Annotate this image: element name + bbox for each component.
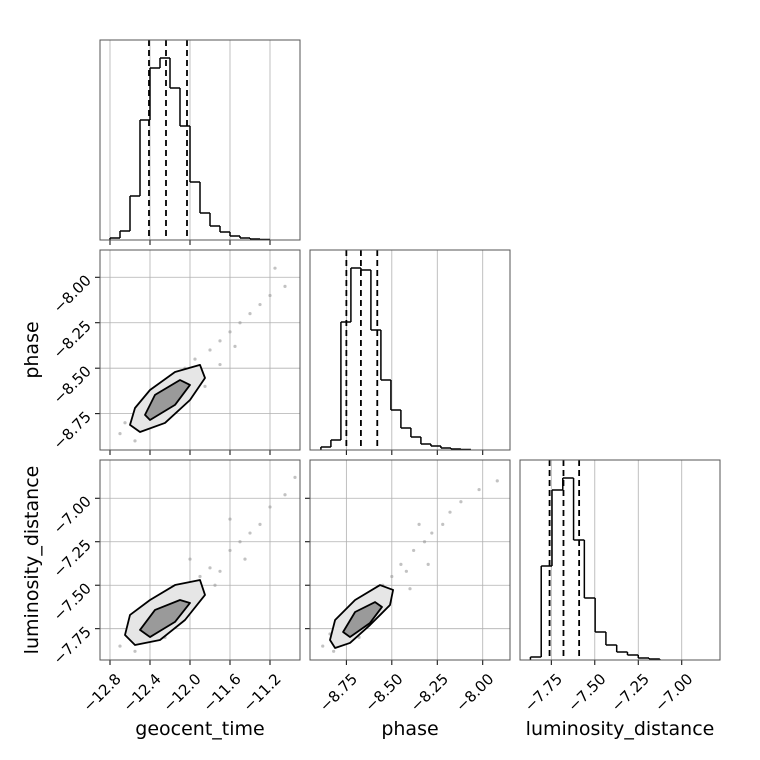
x-tick-label: −8.00 bbox=[452, 670, 497, 715]
sample-point bbox=[448, 510, 452, 514]
sample-point bbox=[417, 522, 421, 526]
sample-point bbox=[258, 522, 262, 526]
sample-point bbox=[118, 432, 122, 436]
sample-point bbox=[293, 475, 297, 479]
panel-frame bbox=[309, 459, 511, 661]
sample-point bbox=[198, 574, 202, 579]
contour bbox=[342, 601, 383, 638]
sample-point bbox=[208, 566, 212, 570]
sample-point bbox=[218, 339, 222, 343]
y-tick-label: −7.75 bbox=[50, 623, 95, 668]
sample-point bbox=[408, 587, 412, 591]
x-tick-label: −8.75 bbox=[316, 670, 361, 715]
sample-point bbox=[218, 569, 222, 573]
panel-frame bbox=[99, 459, 301, 661]
panel-frame bbox=[309, 249, 511, 451]
sample-point bbox=[228, 517, 232, 521]
x-axis-label: geocent_time bbox=[135, 718, 264, 740]
x-axis-label: phase bbox=[381, 718, 438, 740]
sample-point bbox=[332, 649, 336, 653]
x-tick-label: −8.25 bbox=[407, 670, 452, 715]
sample-point bbox=[268, 505, 272, 509]
sample-point bbox=[188, 557, 192, 561]
sample-point bbox=[238, 321, 242, 325]
sample-point bbox=[412, 548, 416, 553]
sample-point bbox=[441, 522, 445, 526]
sample-point bbox=[273, 266, 277, 270]
sample-point bbox=[228, 330, 232, 334]
histogram-step-connector bbox=[529, 478, 661, 660]
x-tick-label: −7.00 bbox=[651, 670, 696, 715]
x-tick-label: −7.75 bbox=[521, 670, 566, 715]
sample-point bbox=[213, 583, 217, 587]
y-tick-label: −7.50 bbox=[50, 579, 95, 624]
sample-point bbox=[430, 531, 434, 535]
sample-point bbox=[248, 312, 252, 316]
sample-point bbox=[258, 302, 262, 307]
panel-frame bbox=[99, 39, 301, 241]
y-tick-label: −8.50 bbox=[50, 362, 95, 407]
sample-point bbox=[133, 649, 137, 653]
x-tick-label: −8.50 bbox=[361, 670, 406, 715]
y-axis-label: phase bbox=[21, 321, 43, 378]
x-tick-label: −11.2 bbox=[240, 670, 285, 715]
sample-point bbox=[399, 562, 403, 566]
x-axis-label: luminosity_distance bbox=[526, 718, 715, 740]
x-tick-label: −7.50 bbox=[564, 670, 609, 715]
sample-point bbox=[248, 531, 252, 535]
y-tick-label: −8.25 bbox=[50, 317, 95, 362]
sample-point bbox=[203, 384, 207, 388]
x-tick-label: −7.25 bbox=[608, 670, 653, 715]
y-tick-label: −8.75 bbox=[50, 408, 95, 453]
y-tick-label: −8.00 bbox=[50, 271, 95, 316]
panel-frame bbox=[519, 459, 721, 661]
sample-point bbox=[422, 540, 427, 544]
x-tick-label: −11.6 bbox=[200, 670, 245, 715]
sample-point bbox=[268, 293, 272, 298]
y-tick-label: −7.25 bbox=[50, 536, 95, 581]
sample-point bbox=[133, 439, 137, 443]
sample-point bbox=[390, 574, 394, 579]
sample-point bbox=[208, 348, 212, 352]
sample-point bbox=[218, 362, 222, 367]
sample-point bbox=[233, 344, 237, 348]
x-tick-label: −12.4 bbox=[120, 670, 165, 715]
y-tick-label: −7.00 bbox=[50, 492, 95, 537]
sample-point bbox=[477, 487, 481, 492]
y-axis-label: luminosity_distance bbox=[21, 466, 43, 655]
contour bbox=[139, 599, 191, 638]
sample-point bbox=[228, 548, 232, 553]
sample-point bbox=[321, 644, 325, 648]
sample-point bbox=[243, 557, 247, 561]
histogram-step-connector bbox=[320, 268, 472, 450]
histogram-step-connector bbox=[109, 58, 271, 240]
contour bbox=[144, 379, 191, 421]
sample-point bbox=[118, 644, 122, 648]
x-tick-label: −12.8 bbox=[80, 670, 125, 715]
sample-point bbox=[404, 569, 408, 573]
sample-point bbox=[193, 357, 197, 361]
sample-point bbox=[426, 562, 430, 566]
sample-point bbox=[459, 500, 463, 504]
sample-point bbox=[495, 479, 499, 483]
sample-point bbox=[238, 540, 242, 544]
panel-frame bbox=[99, 249, 301, 451]
x-tick-label: −12.0 bbox=[160, 670, 205, 715]
sample-point bbox=[283, 493, 287, 497]
sample-point bbox=[283, 284, 287, 288]
sample-point bbox=[123, 421, 127, 425]
